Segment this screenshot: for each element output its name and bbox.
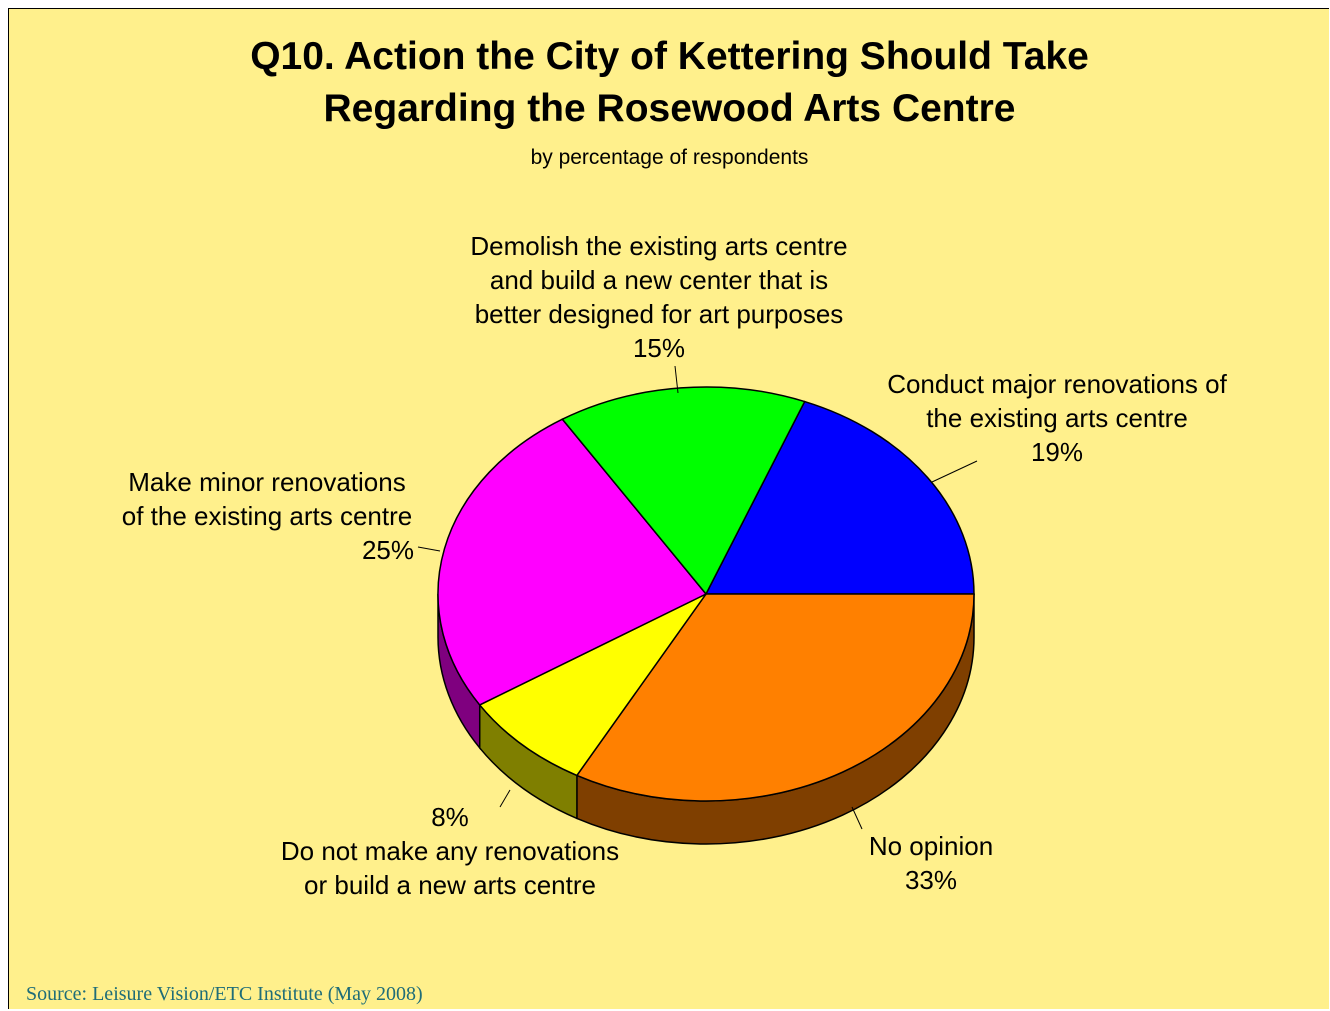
source-note: Source: Leisure Vision/ETC Institute (Ma… xyxy=(26,983,423,1005)
leader-line-4 xyxy=(674,365,679,394)
slice-label-4-1: and build a new center that is xyxy=(490,265,828,295)
pie-slice-0 xyxy=(704,400,975,595)
slice-label-3-1: of the existing arts centre xyxy=(122,501,412,531)
slice-label-3-0: Make minor renovations xyxy=(128,467,405,497)
leader-line-3 xyxy=(417,546,441,552)
slice-label-4-2: better designed for art purposes xyxy=(475,299,844,329)
pie-slice-1 xyxy=(575,593,975,802)
chart-title-line-1: Q10. Action the City of Kettering Should… xyxy=(250,35,1089,78)
chart-title-line-2: Regarding the Rosewood Arts Centre xyxy=(323,87,1016,130)
slice-label-0-0: Conduct major renovations of xyxy=(887,369,1227,399)
slice-label-0-1: the existing arts centre xyxy=(926,403,1188,433)
leader-line-0 xyxy=(931,460,978,483)
slice-value-label-3: 25% xyxy=(362,535,414,565)
chart-title: Q10. Action the City of Kettering Should… xyxy=(9,31,1330,135)
leader-line-1 xyxy=(851,806,863,830)
slice-value-label-4: 15% xyxy=(633,333,685,363)
pie-slice-2 xyxy=(478,593,707,777)
leader-line-2 xyxy=(499,789,511,808)
slice-value-label-2: 8% xyxy=(431,802,469,832)
pie-slice-3 xyxy=(437,418,708,706)
pie-slice-4 xyxy=(561,386,806,596)
slice-value-label-0: 19% xyxy=(1031,437,1083,467)
chart-subtitle: by percentage of respondents xyxy=(530,146,809,169)
slice-label-4-0: Demolish the existing arts centre xyxy=(470,231,847,261)
slice-label-1-0: No opinion xyxy=(869,831,993,861)
slice-label-2-1: or build a new arts centre xyxy=(304,870,596,900)
slice-label-2-0: Do not make any renovations xyxy=(281,836,619,866)
slice-value-label-1: 33% xyxy=(905,865,957,895)
